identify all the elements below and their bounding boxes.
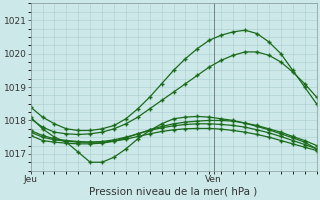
X-axis label: Pression niveau de la mer( hPa ): Pression niveau de la mer( hPa ) [90, 187, 258, 197]
